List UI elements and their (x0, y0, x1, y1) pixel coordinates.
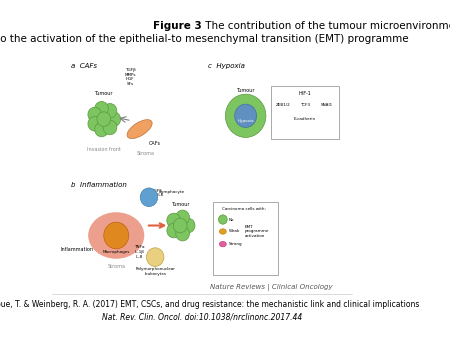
Circle shape (103, 103, 117, 118)
FancyBboxPatch shape (270, 86, 339, 139)
Text: Tumour: Tumour (94, 91, 113, 96)
Text: TGFβ
IL6,IL8: TGFβ IL6,IL8 (150, 189, 163, 197)
Text: Shibue, T. & Weinberg, R. A. (2017) EMT, CSCs, and drug resistance: the mechanis: Shibue, T. & Weinberg, R. A. (2017) EMT,… (0, 300, 420, 309)
Text: Carcinoma cells with:: Carcinoma cells with: (222, 207, 266, 211)
Circle shape (147, 248, 164, 266)
Circle shape (88, 107, 102, 122)
Text: No: No (229, 218, 234, 221)
Circle shape (88, 116, 102, 131)
Text: b  Inflammation: b Inflammation (71, 182, 127, 188)
Circle shape (181, 218, 195, 233)
Circle shape (140, 188, 158, 207)
Text: Lymphocyte: Lymphocyte (160, 190, 185, 194)
Text: Figure 3: Figure 3 (153, 21, 202, 31)
Circle shape (173, 218, 187, 233)
Ellipse shape (127, 120, 152, 139)
Circle shape (167, 213, 180, 228)
Ellipse shape (88, 212, 144, 259)
Text: EMT
programme
activation: EMT programme activation (245, 225, 270, 238)
Text: Nat. Rev. Clin. Oncol. doi:10.1038/nrclinonc.2017.44: Nat. Rev. Clin. Oncol. doi:10.1038/nrcli… (102, 313, 302, 322)
Text: c  Hypoxia: c Hypoxia (208, 63, 245, 69)
Text: ZEB1/2: ZEB1/2 (276, 103, 290, 107)
Text: Macrophages: Macrophages (103, 250, 130, 255)
Text: to the activation of the epithelial-to mesenchymal transition (EMT) programme: to the activation of the epithelial-to m… (0, 34, 408, 44)
Text: Weak: Weak (229, 230, 240, 234)
FancyBboxPatch shape (213, 202, 279, 275)
Text: Stroma: Stroma (137, 151, 155, 156)
Text: a  CAFs: a CAFs (71, 63, 97, 69)
Text: Invasion front: Invasion front (87, 147, 121, 152)
Circle shape (167, 223, 180, 238)
Circle shape (219, 215, 227, 224)
Circle shape (97, 112, 111, 126)
Text: Tumour: Tumour (171, 202, 189, 207)
Text: TGFβ
MMPs
HGF
SFs: TGFβ MMPs HGF SFs (125, 68, 136, 86)
Circle shape (103, 120, 117, 135)
Text: HIF-1: HIF-1 (298, 91, 311, 96)
Circle shape (104, 222, 129, 249)
Text: SNAI1: SNAI1 (320, 103, 333, 107)
Text: E-cadherin: E-cadherin (294, 118, 316, 121)
Circle shape (235, 104, 256, 127)
Circle shape (176, 210, 189, 225)
Circle shape (107, 112, 121, 126)
Text: Tumour: Tumour (236, 88, 255, 93)
Circle shape (176, 226, 189, 241)
Text: Strong: Strong (229, 242, 243, 246)
Text: Hypoxia: Hypoxia (237, 119, 254, 123)
Text: TCF3: TCF3 (300, 103, 310, 107)
Circle shape (225, 94, 266, 138)
Ellipse shape (220, 241, 226, 247)
Text: CAFs: CAFs (149, 141, 161, 146)
Circle shape (94, 101, 108, 116)
Text: Inflammation: Inflammation (61, 247, 94, 252)
Text: Nature Reviews | Clinical Oncology: Nature Reviews | Clinical Oncology (210, 284, 333, 291)
Text: Polymorphonuclear
leukocytes: Polymorphonuclear leukocytes (135, 267, 175, 276)
Text: TNFα
IL-1β
IL-8: TNFα IL-1β IL-8 (134, 245, 145, 259)
Text: Stroma: Stroma (107, 264, 125, 269)
Ellipse shape (220, 229, 226, 234)
Circle shape (94, 122, 108, 137)
Text: The contribution of the tumour microenvironment: The contribution of the tumour microenvi… (202, 21, 450, 31)
